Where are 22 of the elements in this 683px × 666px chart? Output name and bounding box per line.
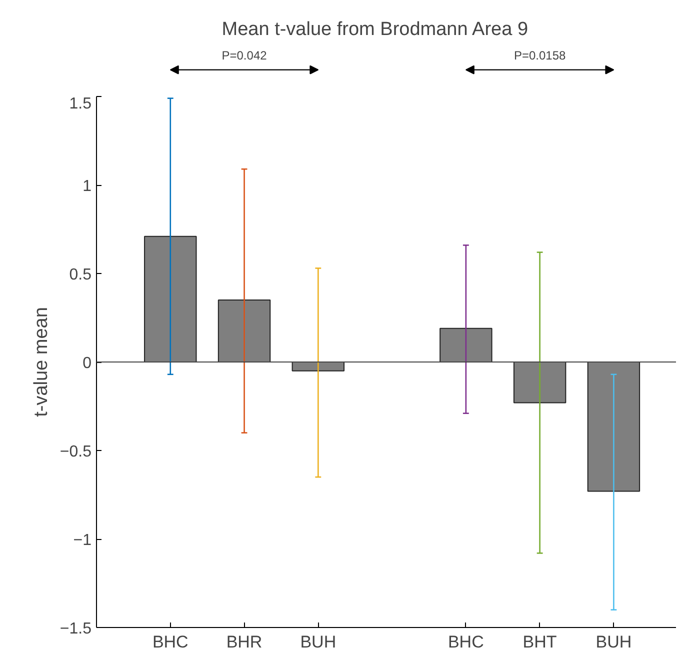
text: P=0.042: [222, 48, 268, 63]
y-tick-label: −1: [73, 532, 92, 549]
y-tick-label: −0.5: [60, 444, 92, 460]
chart-title: Mean t-value from Brodmann Area 9: [222, 18, 528, 40]
y-tick-label: 1.5: [69, 96, 92, 112]
bar: [144, 236, 197, 362]
x-tick-label: BHC: [152, 632, 188, 652]
x-tick-label: BHT: [522, 632, 557, 652]
y-tick-label: 0: [82, 355, 92, 372]
bar: [218, 300, 271, 362]
x-tick-label: BUH: [300, 632, 336, 652]
y-tick-label: 1: [82, 178, 92, 195]
x-tick-label: BHC: [448, 632, 484, 652]
text: P=0.0158: [514, 48, 566, 63]
x-tick-label: BHR: [226, 632, 262, 652]
x-tick-label: BUH: [596, 632, 632, 652]
y-tick-label: 0.5: [69, 266, 92, 284]
bar: [587, 362, 640, 492]
bar: [513, 362, 566, 404]
bar: [440, 328, 492, 362]
y-axis-title: t-value mean: [30, 307, 52, 417]
y-tick-label: −1.5: [60, 620, 92, 638]
